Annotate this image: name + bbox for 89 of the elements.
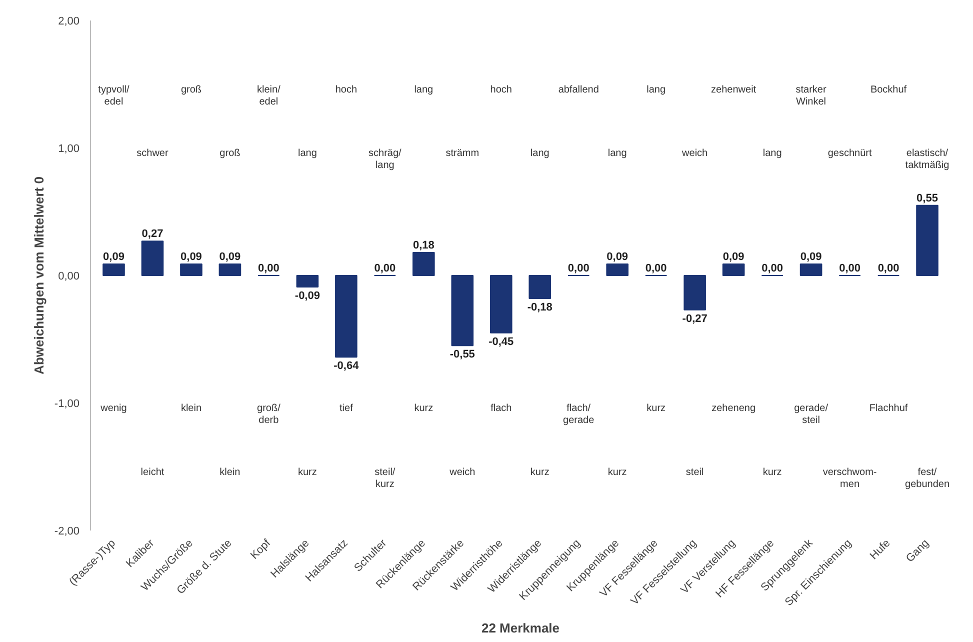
annotation: groß: [220, 148, 240, 159]
data-label: 0,09: [180, 251, 202, 264]
annotation: lang: [608, 148, 627, 159]
data-label: 0,09: [219, 251, 241, 264]
data-label: 0,00: [645, 262, 667, 274]
annotation: schwer: [136, 148, 169, 159]
annotation: lang: [762, 148, 782, 159]
data-label: 0,55: [916, 192, 938, 204]
data-label: -0,45: [488, 336, 514, 348]
annotation: groß: [180, 84, 202, 96]
y-tick-label: -1,00: [54, 398, 80, 410]
bar: [180, 264, 202, 276]
annotation: kurz: [762, 466, 782, 478]
annotation: flach/ gerade: [563, 403, 595, 426]
data-label: 0,00: [374, 262, 396, 274]
annotation: kurz: [298, 466, 317, 478]
bar: [141, 240, 164, 276]
annotation: elastisch/ taktmäßig: [905, 148, 950, 172]
annotation: hoch: [335, 84, 358, 96]
y-tick-label: 2,00: [58, 16, 80, 28]
data-label: 0,09: [800, 251, 822, 264]
data-label: 0,09: [103, 251, 124, 264]
annotation: lang: [530, 148, 550, 159]
annotation: schräg/ lang: [368, 148, 402, 172]
annotation: flach: [490, 403, 512, 414]
x-tick-label: Hufe: [868, 537, 893, 562]
annotation: fest/ gebunden: [905, 466, 950, 490]
annotation: abfallend: [558, 84, 599, 96]
annotation: wenig: [100, 403, 127, 414]
bar: [528, 275, 552, 299]
annotation: starker Winkel: [796, 84, 827, 108]
annotation: klein: [180, 403, 202, 414]
y-axis-title: Abweichungen vom Mittelwert 0: [31, 176, 46, 374]
data-label: 0,18: [412, 240, 434, 252]
y-tick-label: 1,00: [58, 143, 80, 155]
annotation: tief: [340, 403, 354, 414]
annotation: leicht: [140, 466, 164, 478]
bar: [412, 252, 435, 276]
bar: [335, 275, 358, 358]
bar: [800, 264, 822, 276]
data-label: -0,09: [294, 290, 320, 302]
bar: [490, 275, 512, 334]
annotation: gerade/ steil: [794, 403, 828, 426]
data-label: 0,00: [878, 262, 900, 274]
data-label: 0,00: [839, 262, 860, 274]
annotation: kurz: [646, 403, 666, 414]
data-label: 0,09: [606, 251, 628, 264]
bar: [451, 275, 474, 346]
data-label: 0,00: [258, 262, 280, 274]
bar: [916, 204, 938, 276]
annotation: steil: [686, 466, 704, 478]
x-axis-title: 22 Merkmale: [481, 620, 560, 636]
annotation: weich: [681, 148, 708, 159]
annotation: klein/ edel: [257, 84, 281, 108]
annotation: strämm: [446, 148, 480, 159]
bar: [296, 275, 319, 288]
annotation: steil/ kurz: [374, 466, 396, 490]
bar: [102, 264, 125, 276]
data-label: 0,00: [568, 262, 590, 274]
annotation: verschwom- men: [822, 466, 877, 490]
annotation: lang: [414, 84, 434, 96]
annotation: lang: [298, 148, 317, 159]
annotation: zehenweit: [711, 84, 756, 96]
data-label: -0,64: [334, 360, 360, 372]
bar: [722, 264, 745, 276]
y-tick-label: 0,00: [58, 270, 80, 282]
annotation: Bockhuf: [870, 84, 907, 96]
annotation: klein: [220, 466, 240, 478]
annotation: kurz: [530, 466, 550, 478]
annotation: hoch: [490, 84, 512, 96]
annotation: typvoll/ edel: [98, 84, 130, 108]
annotation: geschnürt: [828, 148, 872, 159]
data-label: -0,18: [527, 301, 552, 314]
bar: [218, 264, 242, 276]
annotation: kurz: [608, 466, 627, 478]
bar: [684, 275, 706, 310]
annotation: Flachhuf: [869, 403, 908, 414]
data-label: -0,27: [682, 312, 708, 325]
annotation: zeheneng: [712, 403, 756, 414]
y-tick-label: -2,00: [54, 526, 80, 538]
data-label: 0,09: [722, 251, 744, 264]
annotation: kurz: [414, 403, 434, 414]
data-label: 0,27: [142, 228, 164, 240]
data-label: -0,55: [450, 348, 475, 361]
annotation: weich: [448, 466, 476, 478]
bar: [606, 264, 628, 276]
data-label: 0,00: [762, 262, 784, 274]
annotation: lang: [646, 84, 666, 96]
annotation: groß/ derb: [257, 403, 281, 426]
